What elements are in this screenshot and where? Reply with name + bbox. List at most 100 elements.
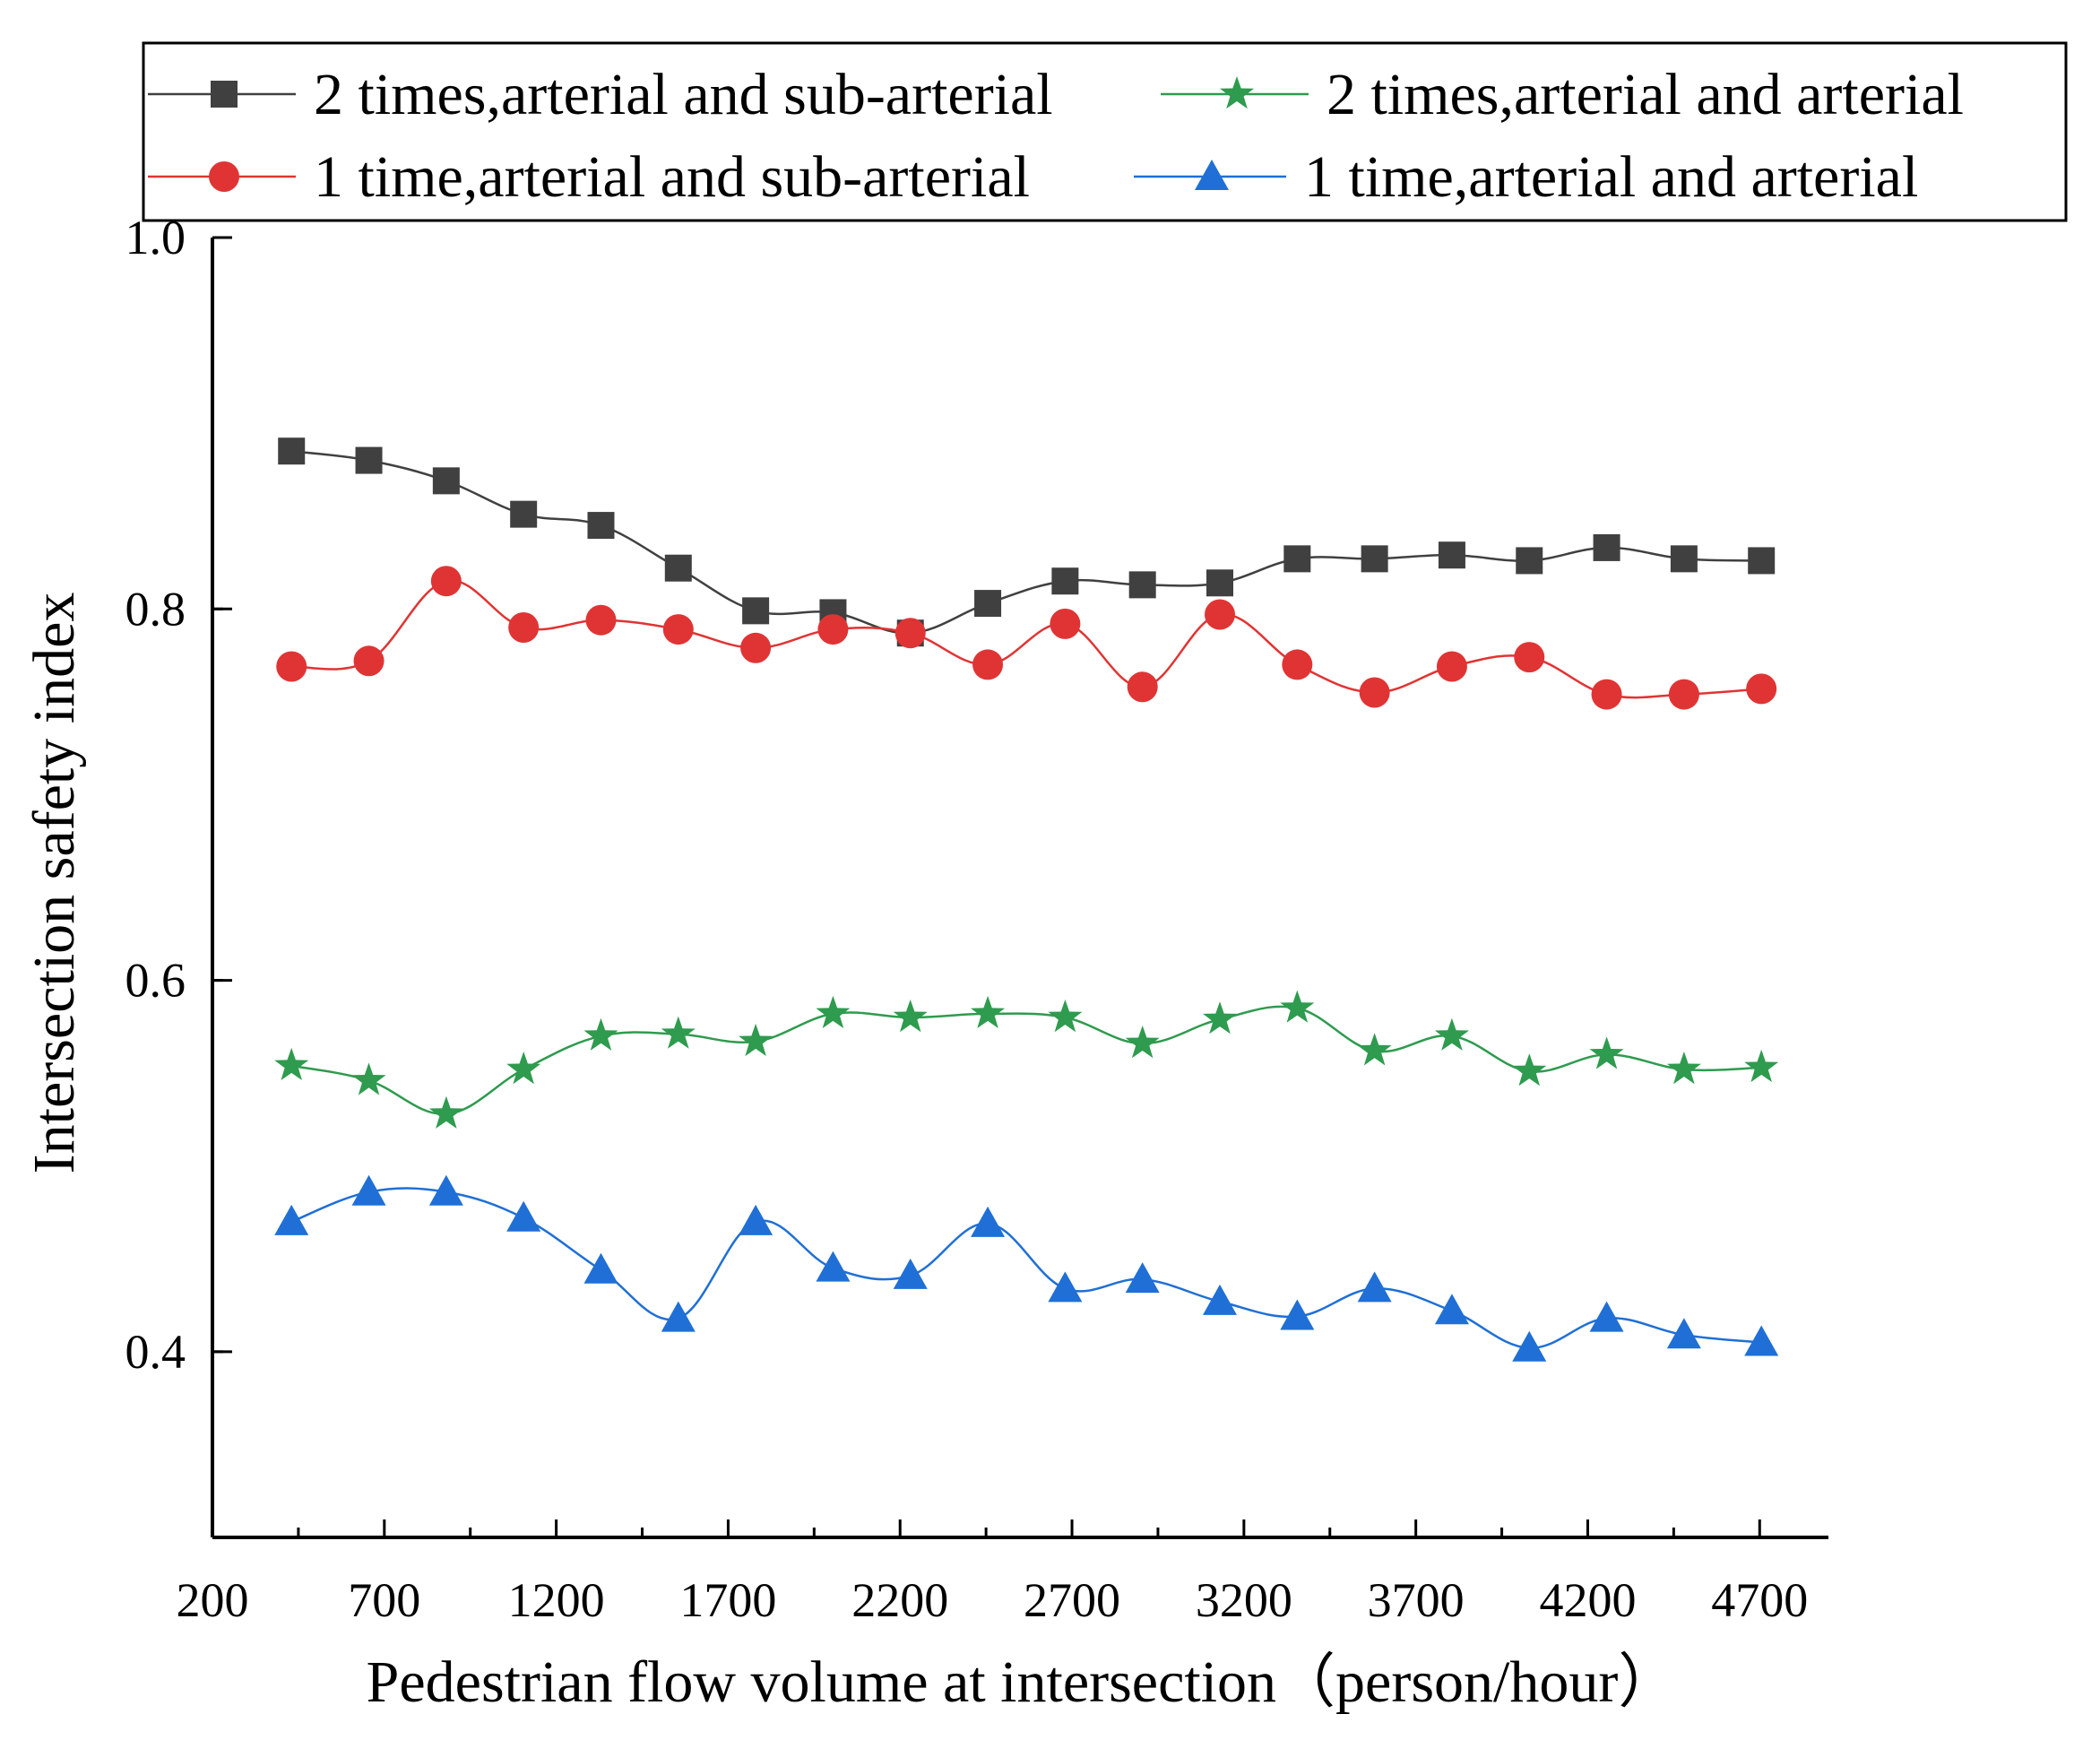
data-point	[1202, 1284, 1237, 1315]
data-point	[585, 604, 617, 636]
data-point	[353, 645, 385, 677]
data-point	[742, 597, 770, 625]
x-tick-label: 3200	[1196, 1573, 1292, 1627]
x-tick-label: 3700	[1368, 1573, 1465, 1627]
data-point	[1048, 1000, 1083, 1033]
legend-item-2: 2 times,arterial and arterial	[1161, 62, 1964, 127]
data-point	[974, 590, 1002, 618]
data-point	[276, 651, 307, 682]
data-point	[1204, 599, 1235, 630]
data-point	[971, 995, 1006, 1028]
data-point	[1203, 1001, 1237, 1034]
legend-item-4: 1 time,arterial and arterial	[1134, 144, 1918, 210]
data-point	[1282, 649, 1313, 680]
y-tick-label: 0.4	[125, 1325, 186, 1379]
data-point	[587, 512, 615, 540]
data-point	[1516, 547, 1543, 575]
data-point	[1434, 1017, 1469, 1051]
data-point	[1361, 545, 1388, 573]
y-axis-title: Intersection safety index	[22, 593, 87, 1174]
data-point	[972, 649, 1004, 680]
data-point	[1125, 1026, 1160, 1059]
series-3	[276, 566, 1777, 710]
series-layer	[274, 437, 1779, 1362]
x-axis-title: Pedestrian flow volume at intersection（p…	[367, 1649, 1678, 1715]
data-point	[1514, 642, 1545, 673]
data-point	[1051, 567, 1079, 595]
data-point	[1591, 679, 1622, 710]
x-tick-label: 1200	[508, 1573, 605, 1627]
legend-marker	[1220, 76, 1254, 109]
series-2	[274, 990, 1779, 1129]
data-point	[432, 467, 460, 495]
data-point	[1589, 1036, 1624, 1069]
legend-marker	[209, 161, 239, 192]
data-point	[510, 500, 538, 528]
data-point	[661, 1016, 696, 1049]
data-point	[278, 437, 306, 465]
data-point	[1666, 1052, 1701, 1085]
data-point	[583, 1252, 618, 1284]
legend-item-1: 2 times,arterial and sub-arterial	[148, 62, 1053, 127]
data-point	[1434, 1294, 1469, 1325]
data-point	[430, 566, 462, 597]
series-4	[274, 1174, 1779, 1362]
data-point	[428, 1174, 463, 1206]
data-point	[1670, 545, 1698, 573]
data-point	[506, 1052, 541, 1085]
legend-label: 1 time,arterial and arterial	[1304, 144, 1918, 210]
data-point	[664, 554, 692, 582]
data-point	[971, 1206, 1006, 1237]
data-point	[1048, 1271, 1083, 1303]
data-point	[816, 1251, 851, 1282]
axes-layer: 200 700 1200 1700 2200 2700 3200 3700 4200 4700 0.…	[125, 211, 1828, 1627]
y-tick-label: 0.8	[125, 582, 186, 636]
data-point	[351, 1174, 386, 1206]
data-point	[1512, 1053, 1547, 1086]
data-point	[893, 1000, 928, 1033]
x-tick-label: 4700	[1711, 1573, 1808, 1627]
data-point	[1357, 1271, 1392, 1303]
x-tick-label: 4200	[1539, 1573, 1636, 1627]
data-point	[1668, 679, 1699, 710]
data-point	[739, 1023, 773, 1057]
data-point	[1748, 547, 1776, 575]
data-point	[274, 1047, 309, 1080]
data-point	[894, 618, 926, 649]
legend-label: 1 time,arterial and sub-arterial	[314, 144, 1030, 210]
data-point	[428, 1095, 463, 1129]
data-point	[893, 1258, 928, 1289]
data-point	[1283, 545, 1311, 573]
data-point	[816, 995, 851, 1028]
legend-marker	[1195, 160, 1229, 190]
legend: 2 times,arterial and sub-arterial 2 times…	[142, 41, 2068, 222]
data-point	[1125, 1262, 1160, 1294]
data-point	[739, 1204, 773, 1235]
data-point	[817, 614, 849, 645]
data-point	[506, 1200, 541, 1232]
series-line	[290, 1187, 1762, 1349]
data-point	[583, 1017, 618, 1051]
data-point	[662, 614, 694, 645]
legend-marker	[211, 81, 238, 108]
x-tick-label: 200	[177, 1573, 249, 1627]
legend-label: 2 times,arterial and arterial	[1327, 62, 1964, 127]
data-point	[1512, 1330, 1547, 1362]
data-point	[1744, 1325, 1779, 1356]
data-point	[1206, 569, 1233, 597]
data-point	[1744, 1049, 1779, 1083]
data-point	[1438, 541, 1465, 569]
data-point	[355, 446, 383, 474]
data-point	[1280, 1299, 1315, 1330]
data-point	[351, 1062, 386, 1095]
data-point	[1050, 608, 1081, 639]
data-point	[1128, 571, 1156, 599]
data-point	[661, 1301, 696, 1332]
data-point	[274, 1204, 309, 1235]
data-point	[1593, 533, 1620, 561]
x-tick-label: 1700	[679, 1573, 776, 1627]
legend-item-3: 1 time,arterial and sub-arterial	[148, 144, 1030, 210]
legend-box	[142, 41, 2068, 222]
